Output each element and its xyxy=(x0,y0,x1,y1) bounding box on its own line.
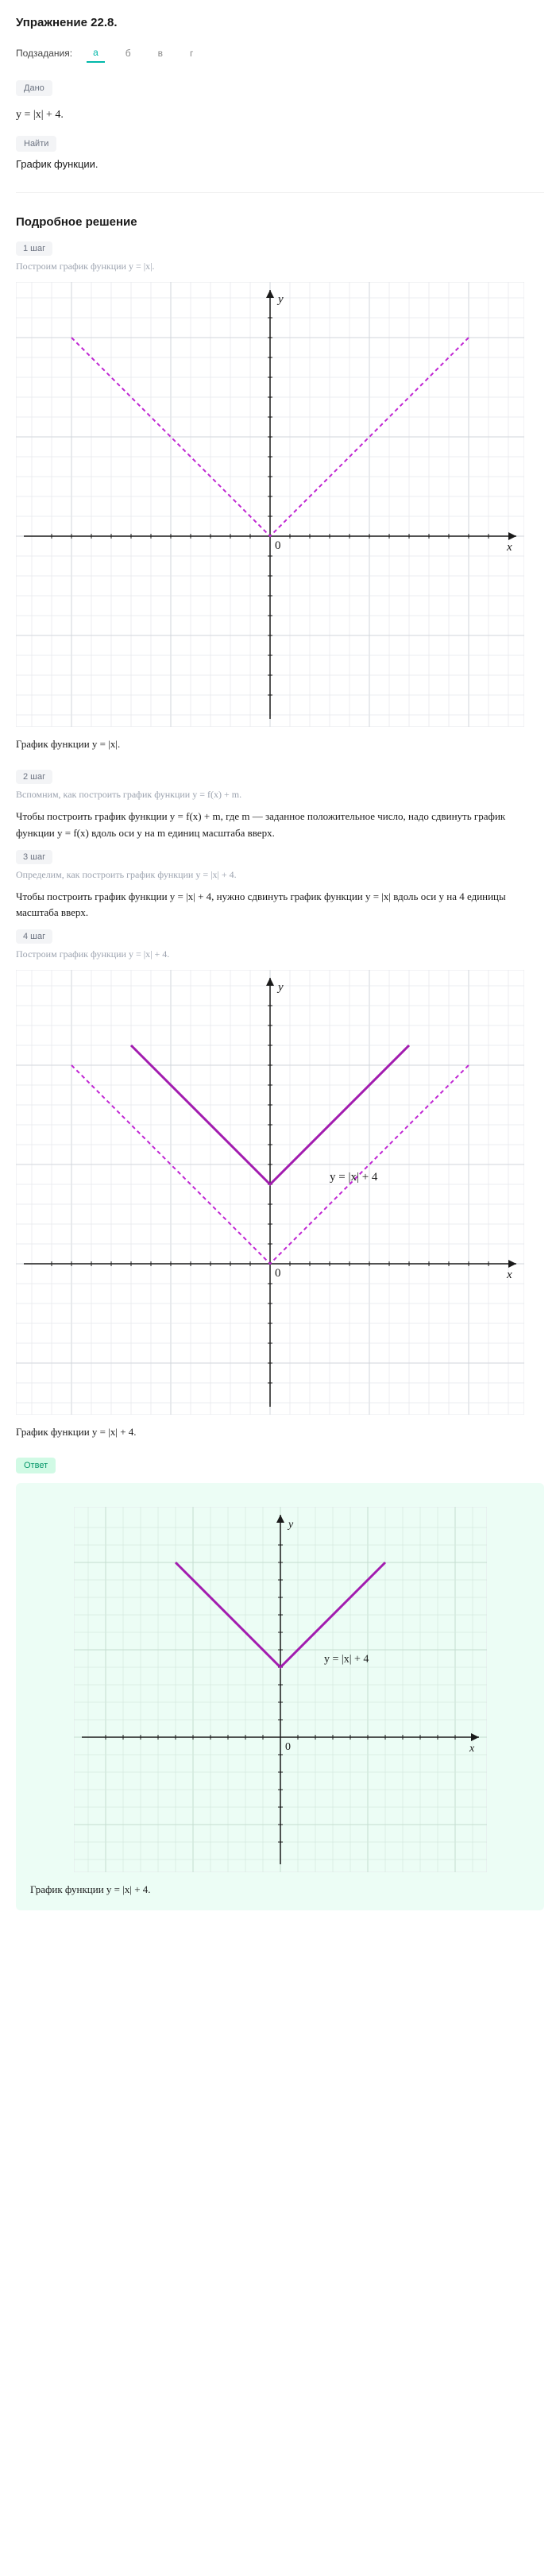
answer-block: y x 0 y = |x| + 4 График функции y = |x| + … xyxy=(16,1483,544,1910)
step3-desc: Определим, как построить график функции … xyxy=(16,869,544,881)
find-badge: Найти xyxy=(16,136,56,152)
answer-caption: График функции y = |x| + 4. xyxy=(30,1883,530,1896)
graph2: y x 0 y = |x| + 4 xyxy=(16,970,544,1415)
svg-text:y = |x| + 4: y = |x| + 4 xyxy=(324,1654,369,1666)
svg-text:y: y xyxy=(287,1519,294,1531)
divider xyxy=(16,192,544,193)
svg-text:y: y xyxy=(276,293,284,306)
svg-text:0: 0 xyxy=(285,1741,291,1753)
subtasks-row: Подзадания: а б в г xyxy=(16,44,544,63)
graph3: y x 0 y = |x| + 4 xyxy=(30,1507,530,1872)
step3-body: Чтобы построить график функции y = |x| +… xyxy=(16,889,544,922)
svg-text:x: x xyxy=(469,1743,475,1755)
solution-heading: Подробное решение xyxy=(16,215,544,229)
step1-caption: График функции y = |x|. xyxy=(16,738,544,751)
svg-text:y = |x| + 4: y = |x| + 4 xyxy=(330,1171,378,1184)
given-badge: Дано xyxy=(16,80,52,96)
graph1: y x 0 xyxy=(16,282,544,727)
subtasks-label: Подзадания: xyxy=(16,48,72,59)
step2-body: Чтобы построить график функции y = f(x) … xyxy=(16,809,544,842)
tab-v[interactable]: в xyxy=(152,44,169,62)
step2-badge: 2 шаг xyxy=(16,770,52,784)
exercise-title: Упражнение 22.8. xyxy=(16,16,544,29)
step1-badge: 1 шаг xyxy=(16,241,52,256)
find-text: График функции. xyxy=(16,158,544,170)
svg-text:x: x xyxy=(506,1269,512,1281)
svg-text:0: 0 xyxy=(275,539,281,552)
tab-g[interactable]: г xyxy=(183,44,199,62)
step3-badge: 3 шаг xyxy=(16,850,52,864)
svg-text:0: 0 xyxy=(275,1267,281,1280)
given-formula: y = |x| + 4. xyxy=(16,109,544,122)
svg-text:x: x xyxy=(506,541,512,554)
tab-a[interactable]: а xyxy=(87,44,105,63)
step4-badge: 4 шаг xyxy=(16,929,52,944)
svg-text:y: y xyxy=(276,981,284,994)
step4-desc: Построим график функции y = |x| + 4. xyxy=(16,948,544,960)
tab-b[interactable]: б xyxy=(119,44,137,62)
step2-desc: Вспомним, как построить график функции y… xyxy=(16,789,544,801)
answer-badge: Ответ xyxy=(16,1458,56,1473)
step4-caption: График функции y = |x| + 4. xyxy=(16,1426,544,1439)
step1-desc: Построим график функции y = |x|. xyxy=(16,261,544,272)
